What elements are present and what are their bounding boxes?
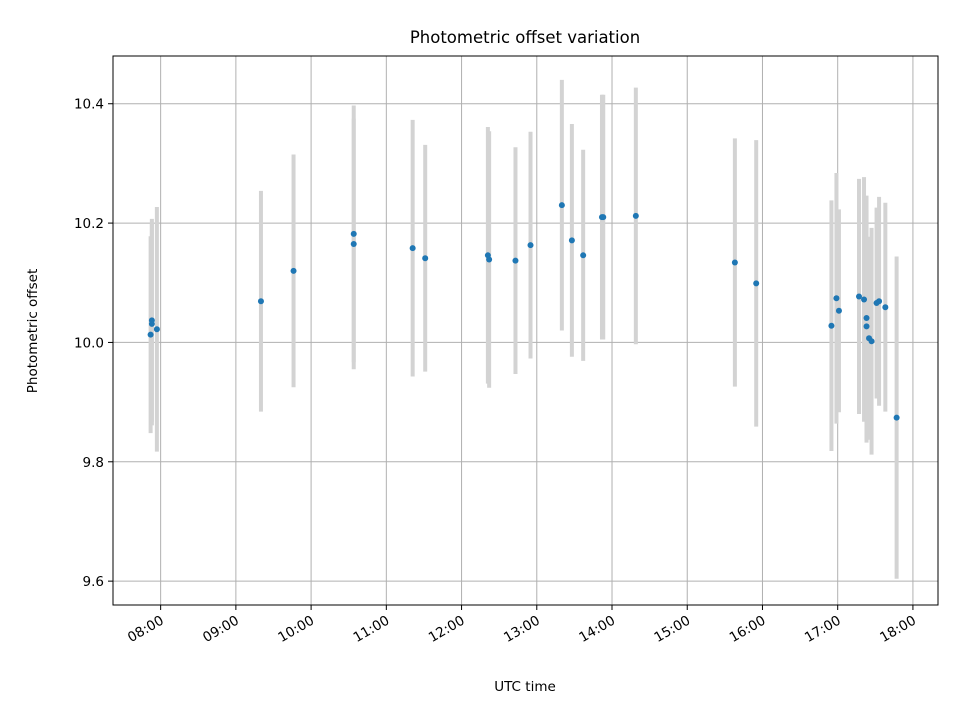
data-point — [835, 307, 842, 314]
data-point — [833, 295, 840, 302]
data-point — [882, 304, 889, 311]
data-point — [753, 280, 760, 287]
data-points — [147, 202, 900, 421]
data-point — [512, 257, 519, 264]
data-point — [568, 237, 575, 244]
data-point — [257, 298, 264, 305]
data-point — [148, 317, 155, 324]
data-point — [486, 256, 493, 263]
data-point — [409, 245, 416, 252]
data-point — [876, 298, 883, 305]
chart-title: Photometric offset variation — [410, 28, 640, 47]
data-point — [632, 212, 639, 219]
data-point — [863, 323, 870, 330]
y-tick-label: 10.4 — [74, 97, 104, 113]
y-tick-label: 10.0 — [74, 335, 104, 351]
data-point — [893, 414, 900, 421]
data-point — [153, 326, 160, 333]
data-point — [422, 255, 429, 262]
y-tick-label: 10.2 — [74, 216, 104, 232]
data-point — [600, 214, 607, 221]
data-point — [350, 240, 357, 247]
data-point — [863, 314, 870, 321]
y-tick-label: 9.8 — [83, 455, 104, 471]
data-point — [290, 267, 297, 274]
data-point — [868, 338, 875, 345]
y-axis-label: Photometric offset — [25, 269, 41, 393]
data-point — [856, 293, 863, 300]
x-axis-label: UTC time — [494, 679, 556, 695]
y-axis-ticks: 9.6 9.8 10.0 10.2 10.4 — [74, 97, 113, 590]
data-point — [828, 322, 835, 329]
data-point — [558, 202, 565, 209]
data-point — [731, 259, 738, 266]
grid — [113, 56, 938, 605]
y-tick-label: 9.6 — [83, 574, 104, 590]
data-point — [580, 252, 587, 259]
data-point — [861, 296, 868, 303]
data-point — [527, 242, 534, 249]
plot-frame — [112, 55, 939, 606]
data-point — [350, 230, 357, 237]
data-point — [147, 331, 154, 338]
